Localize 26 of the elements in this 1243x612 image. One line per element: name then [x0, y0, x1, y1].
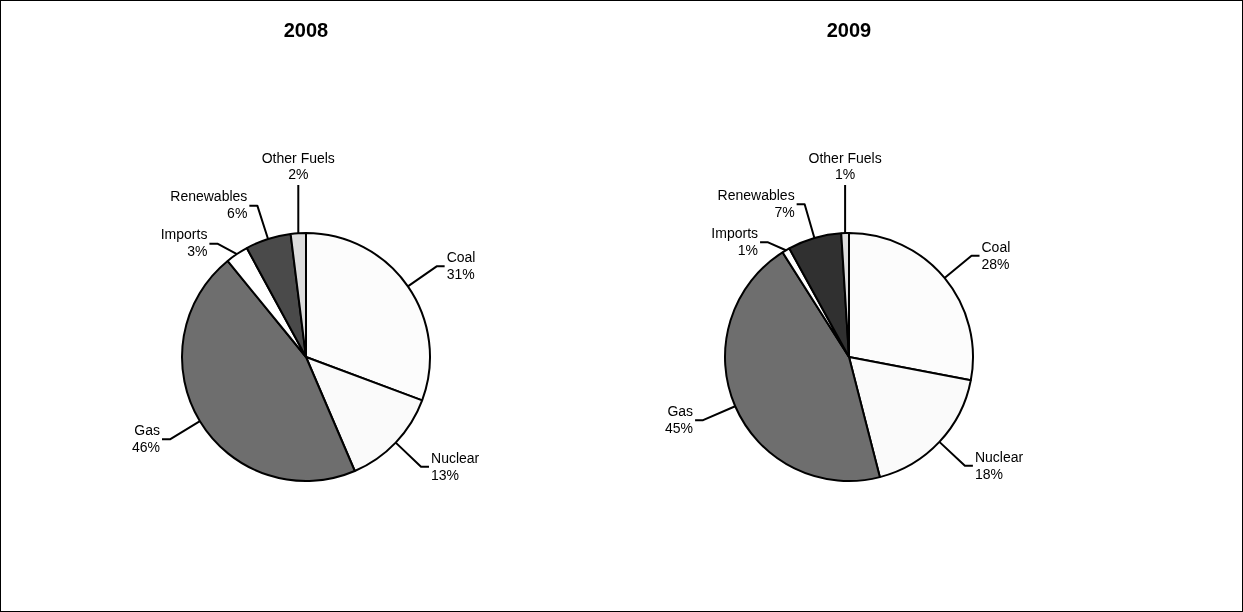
slice-label: Gas	[134, 422, 160, 439]
slice-label: Other Fuels	[808, 149, 882, 166]
data-label: 7%	[774, 204, 795, 221]
slice-label: Renewables	[170, 188, 248, 205]
data-label: 1%	[834, 165, 856, 182]
slice-label: Nuclear	[974, 448, 1024, 465]
slice-label: Imports	[160, 226, 208, 243]
data-label: 6%	[227, 205, 248, 222]
slice-label: Imports	[711, 225, 759, 242]
data-label: 28%	[981, 255, 1010, 272]
data-label: 3%	[187, 243, 208, 260]
chart-title: 2008	[283, 18, 329, 41]
data-label: 45%	[665, 420, 694, 437]
data-label: 2%	[288, 165, 309, 182]
data-label: 46%	[131, 439, 160, 456]
slice-label: Renewables	[717, 187, 795, 204]
slice-label: Gas	[667, 403, 694, 420]
data-label: 13%	[431, 466, 460, 483]
data-label: 18%	[974, 465, 1003, 482]
data-label: 31%	[446, 266, 475, 283]
slice-label: Nuclear	[431, 449, 480, 466]
slice-label: Other Fuels	[261, 149, 335, 166]
chart-title: 2009	[826, 18, 872, 41]
slice-label: Coal	[981, 238, 1011, 255]
data-label: 1%	[737, 242, 759, 259]
slice-label: Coal	[446, 249, 476, 266]
